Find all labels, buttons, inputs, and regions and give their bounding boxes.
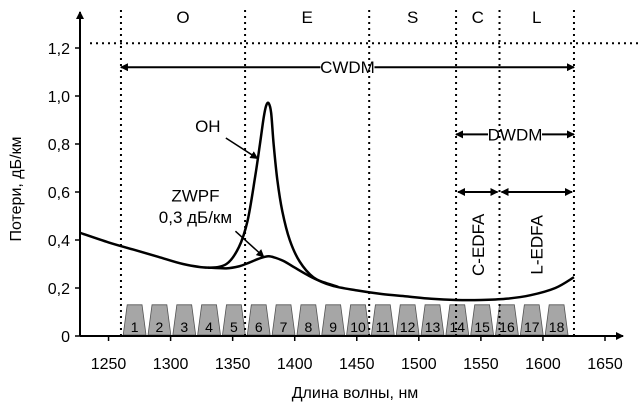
channel-label-3: 3 — [180, 319, 188, 335]
y-tick-label: 0,4 — [48, 233, 70, 250]
channel-label-16: 16 — [499, 319, 515, 335]
channel-label-10: 10 — [350, 319, 366, 335]
band-label-L: L — [532, 8, 541, 27]
channel-label-14: 14 — [450, 319, 466, 335]
range-label-L-EDFA: L-EDFA — [528, 214, 547, 274]
x-tick-label: 1250 — [91, 356, 127, 373]
channel-label-7: 7 — [280, 319, 288, 335]
y-tick-label: 1,2 — [48, 41, 70, 58]
channel-label-12: 12 — [400, 319, 416, 335]
y-tick-label: 0,2 — [48, 281, 70, 298]
y-tick-label: 0 — [61, 329, 70, 346]
x-tick-label: 1300 — [153, 356, 189, 373]
channel-label-4: 4 — [205, 319, 213, 335]
annotation-2: 0,3 дБ/км — [159, 208, 232, 227]
y-axis-label: Потери, дБ/км — [8, 136, 25, 241]
annotation-arrow-0 — [225, 137, 259, 160]
y-tick-label: 1,0 — [48, 89, 70, 106]
x-tick-label: 1450 — [339, 356, 375, 373]
channel-label-15: 15 — [474, 319, 490, 335]
channel-label-9: 9 — [329, 319, 337, 335]
band-label-O: O — [176, 8, 189, 27]
x-tick-label: 1550 — [463, 356, 499, 373]
channel-label-8: 8 — [304, 319, 312, 335]
y-tick-label: 0,6 — [48, 185, 70, 202]
band-label-C: C — [472, 8, 484, 27]
x-tick-label: 1650 — [587, 356, 623, 373]
range-label-C-EDFA: C-EDFA — [469, 213, 488, 276]
range-label-DWDM: DWDM — [488, 125, 543, 144]
annotation-arrow-2 — [234, 230, 265, 258]
annotation-0: OH — [195, 117, 221, 136]
y-tick-label: 0,8 — [48, 137, 70, 154]
channel-label-2: 2 — [156, 319, 164, 335]
series-line-1 — [207, 254, 339, 288]
x-tick-label: 1400 — [277, 356, 313, 373]
x-tick-label: 1500 — [401, 356, 437, 373]
channel-label-17: 17 — [524, 319, 540, 335]
x-axis-label: Длина волны, нм — [292, 385, 419, 402]
channel-label-5: 5 — [230, 319, 238, 335]
x-tick-label: 1600 — [525, 356, 561, 373]
channel-label-13: 13 — [425, 319, 441, 335]
x-tick-label: 1350 — [215, 356, 251, 373]
channel-label-11: 11 — [376, 319, 391, 335]
channel-label-18: 18 — [549, 319, 565, 335]
channel-label-1: 1 — [131, 319, 139, 335]
band-label-E: E — [301, 8, 312, 27]
range-label-CWDM: CWDM — [320, 58, 375, 77]
annotation-1: ZWPF — [171, 187, 219, 206]
band-label-S: S — [407, 8, 418, 27]
channel-label-6: 6 — [255, 319, 263, 335]
